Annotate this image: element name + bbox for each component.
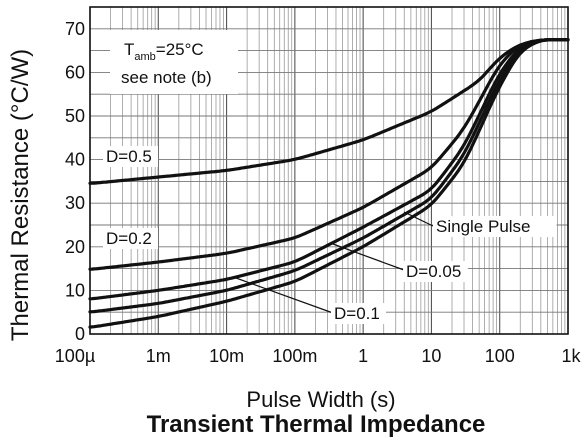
- series-labels: D=0.5 D=0.2 D=0.1 D=0.05 Single Pulse: [103, 146, 557, 324]
- label-leaders: [235, 211, 434, 314]
- series-label: Single Pulse: [436, 217, 531, 236]
- y-tick-labels: 0 10 20 30 40 50 60 70: [65, 19, 85, 344]
- x-tick-label: 10m: [209, 346, 244, 366]
- x-tick-label: 100µ: [55, 346, 95, 366]
- note-line-2: see note (b): [121, 68, 212, 87]
- x-tick-label: 1m: [146, 346, 171, 366]
- series-label-bg: [103, 228, 158, 249]
- y-tick-label: 20: [65, 237, 85, 257]
- series-d-0-2: [88, 38, 570, 271]
- leader-line: [403, 211, 434, 227]
- y-tick-label: 30: [65, 193, 85, 213]
- series-label-bg: [103, 146, 158, 167]
- x-tick-label: 10: [421, 346, 441, 366]
- note-box: [110, 30, 238, 94]
- series-group: [88, 38, 570, 329]
- note-line-1: Tamb=25°C: [124, 40, 204, 63]
- x-tick-label: 100m: [272, 346, 317, 366]
- y-tick-label: 60: [65, 62, 85, 82]
- y-tick-label: 10: [65, 280, 85, 300]
- series-label: D=0.2: [106, 229, 152, 248]
- y-axis-label: Thermal Resistance (°C/W): [7, 49, 34, 341]
- leader-line: [332, 243, 405, 271]
- series-d-0-1: [88, 38, 570, 301]
- x-tick-label: 1: [358, 346, 368, 366]
- series-label-bg: [331, 303, 386, 324]
- leader-line: [235, 277, 334, 314]
- series-label-bg: [403, 261, 468, 282]
- y-tick-label: 50: [65, 106, 85, 126]
- x-tick-label: 100: [485, 346, 515, 366]
- series-single-pulse: [88, 38, 570, 329]
- plot-frame: [89, 6, 569, 335]
- y-tick-label: 70: [65, 19, 85, 39]
- series-d-0-5: [88, 38, 570, 185]
- x-tick-labels: 100µ 1m 10m 100m 1 10 100 1k: [55, 346, 582, 366]
- y-tick-label: 40: [65, 150, 85, 170]
- series-label: D=0.1: [334, 304, 380, 323]
- series-label: D=0.5: [106, 147, 152, 166]
- x-axis-label: Pulse Width (s): [246, 387, 395, 412]
- series-label: D=0.05: [406, 262, 461, 281]
- y-tick-label: 0: [75, 324, 85, 344]
- x-tick-label: 1k: [561, 346, 581, 366]
- chart-title: Transient Thermal Impedance: [147, 411, 486, 438]
- series-label-bg: [433, 216, 557, 237]
- series-d-0-05: [88, 38, 570, 314]
